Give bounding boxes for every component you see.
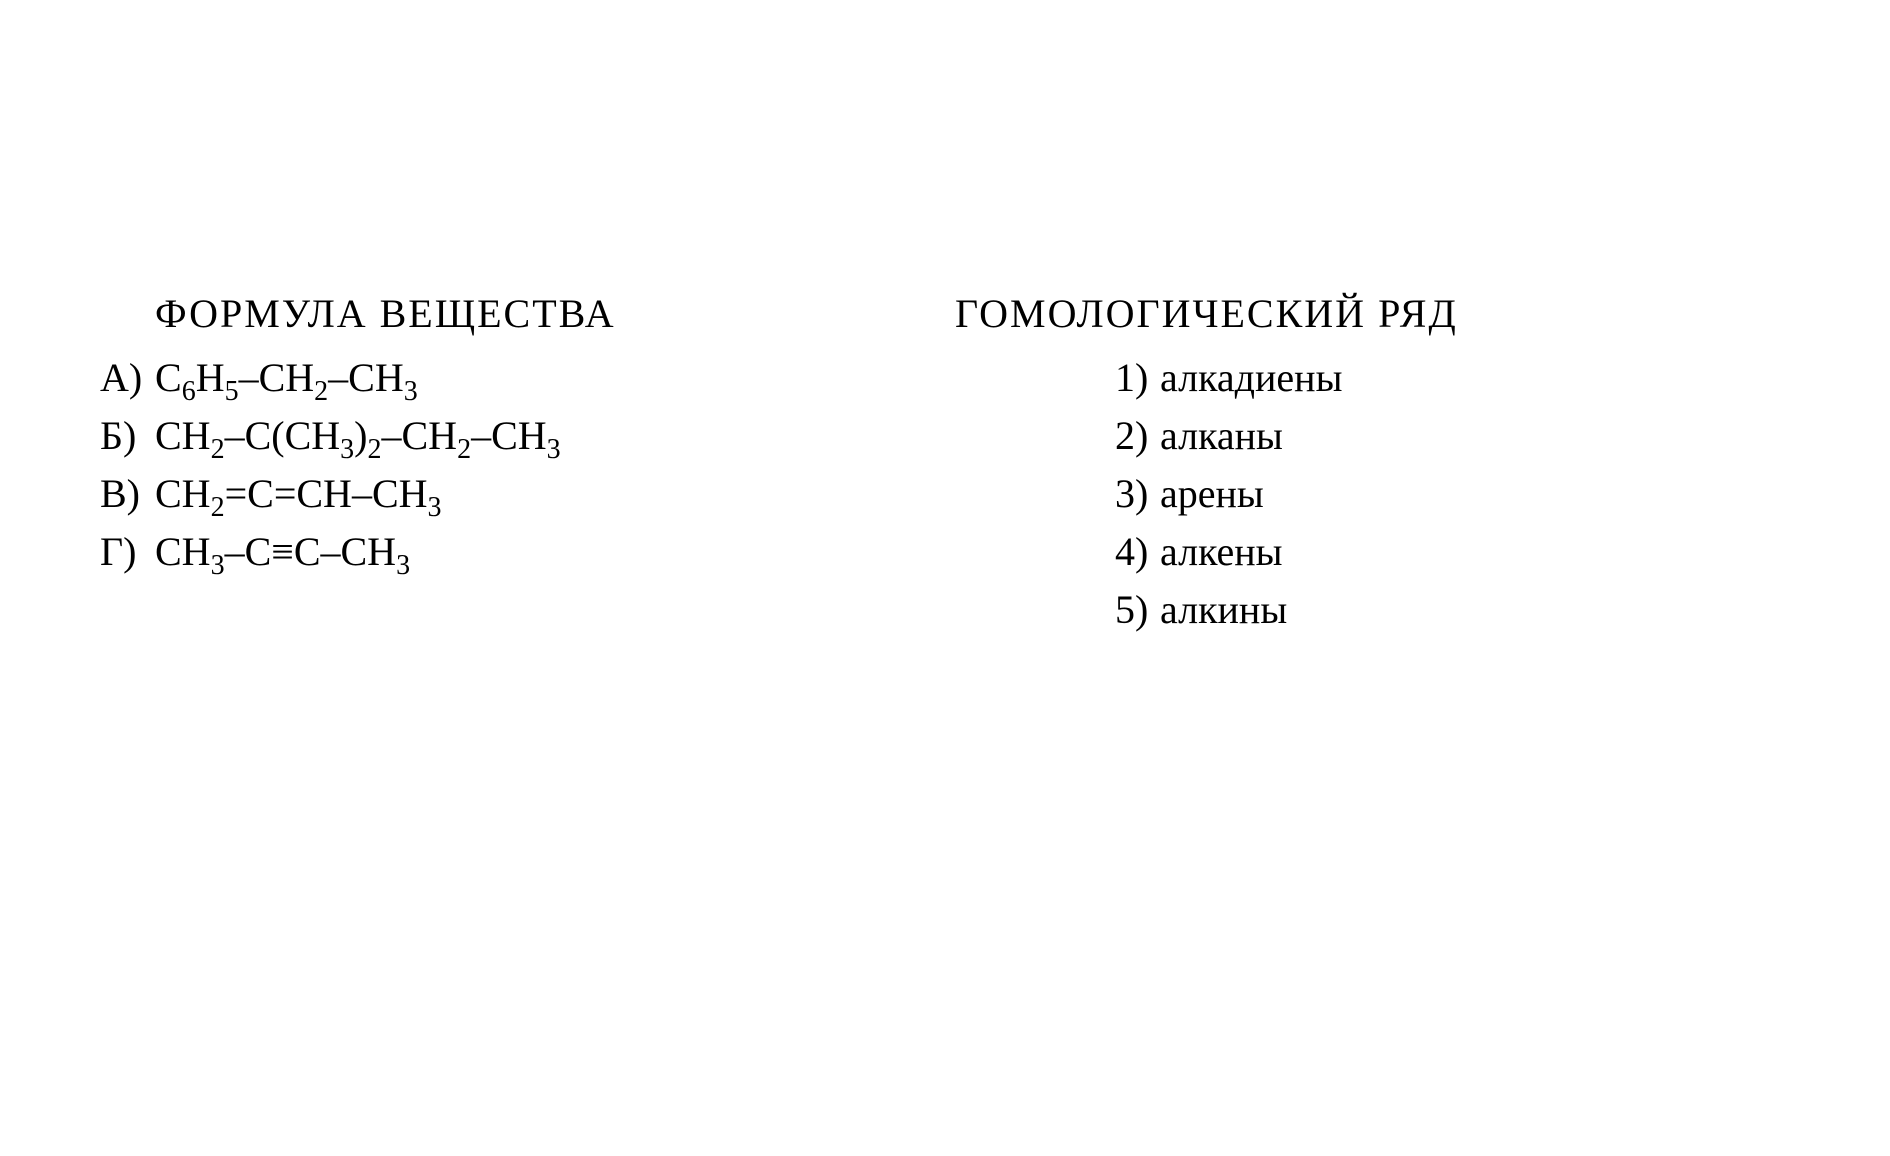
formula-label: В) <box>100 465 155 523</box>
series-text: алкадиены <box>1160 349 1342 407</box>
formula-item: Б) CH2–C(CH3)2–CH2–CH3 <box>100 407 955 465</box>
formula-text: CH2=C=CH–CH3 <box>155 465 442 523</box>
left-column-title: ФОРМУЛА ВЕЩЕСТВА <box>85 290 955 337</box>
series-item: 1) алкадиены <box>1115 349 1805 407</box>
left-column: ФОРМУЛА ВЕЩЕСТВА А) C6H5–CH2–CH3 Б) CH2–… <box>85 290 955 639</box>
series-label: 3) <box>1115 465 1160 523</box>
series-label: 5) <box>1115 581 1160 639</box>
series-item: 4) алкены <box>1115 523 1805 581</box>
series-text: алкены <box>1160 523 1283 581</box>
right-column: ГОМОЛОГИЧЕСКИЙ РЯД 1) алкадиены 2) алкан… <box>955 290 1805 639</box>
formula-list: А) C6H5–CH2–CH3 Б) CH2–C(CH3)2–CH2–CH3 В… <box>85 349 955 581</box>
formula-text: CH3–C≡C–CH3 <box>155 523 410 581</box>
content-wrapper: ФОРМУЛА ВЕЩЕСТВА А) C6H5–CH2–CH3 Б) CH2–… <box>85 290 1805 639</box>
formula-text: C6H5–CH2–CH3 <box>155 349 418 407</box>
series-text: арены <box>1160 465 1264 523</box>
formula-item: А) C6H5–CH2–CH3 <box>100 349 955 407</box>
series-list: 1) алкадиены 2) алканы 3) арены 4) алкен… <box>955 349 1805 639</box>
right-column-title: ГОМОЛОГИЧЕСКИЙ РЯД <box>955 290 1805 337</box>
formula-label: Б) <box>100 407 155 465</box>
series-label: 4) <box>1115 523 1160 581</box>
series-label: 1) <box>1115 349 1160 407</box>
formula-label: А) <box>100 349 155 407</box>
series-text: алканы <box>1160 407 1283 465</box>
formula-label: Г) <box>100 523 155 581</box>
series-item: 3) арены <box>1115 465 1805 523</box>
series-item: 2) алканы <box>1115 407 1805 465</box>
series-text: алкины <box>1160 581 1287 639</box>
series-label: 2) <box>1115 407 1160 465</box>
formula-item: Г) CH3–C≡C–CH3 <box>100 523 955 581</box>
formula-text: CH2–C(CH3)2–CH2–CH3 <box>155 407 561 465</box>
formula-item: В) CH2=C=CH–CH3 <box>100 465 955 523</box>
series-item: 5) алкины <box>1115 581 1805 639</box>
